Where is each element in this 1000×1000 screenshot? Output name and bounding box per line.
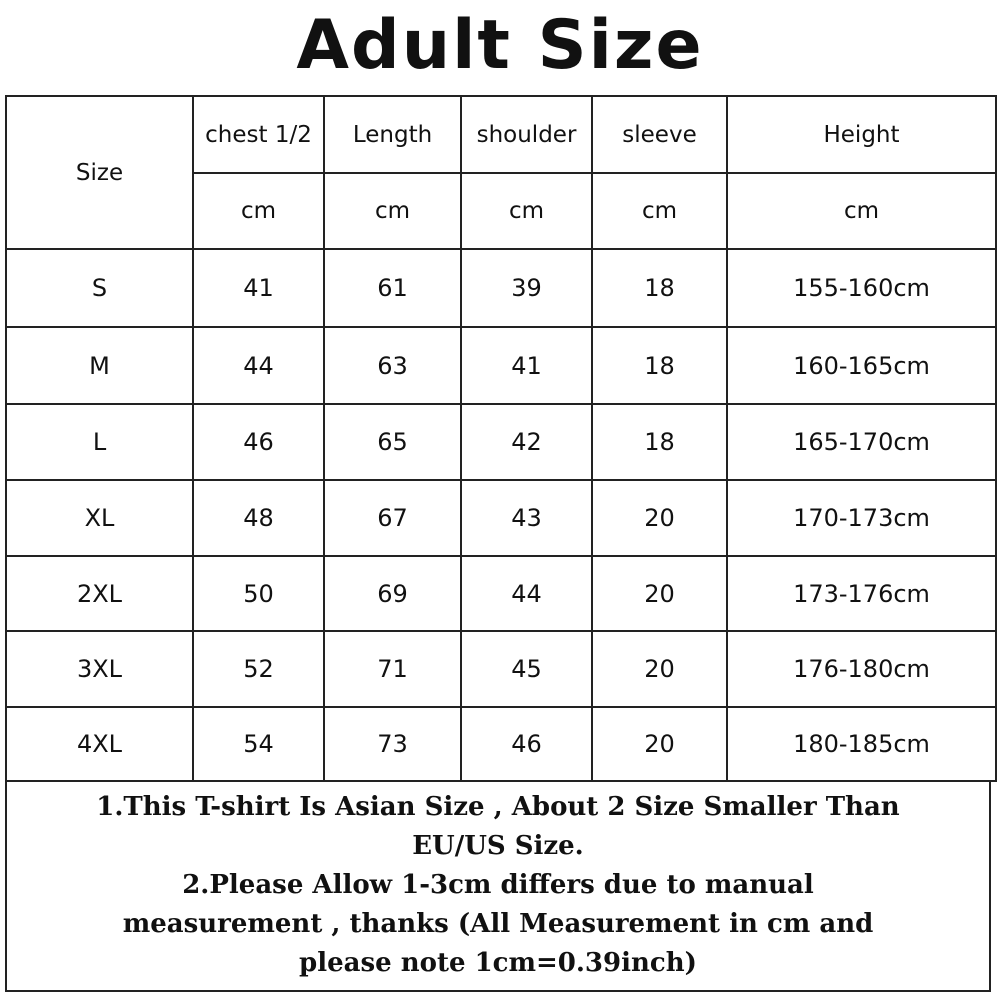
value-cell: 44 <box>192 326 325 405</box>
value-cell: 65 <box>323 403 462 481</box>
value-cell: 43 <box>460 479 593 557</box>
size-cell: 3XL <box>5 630 194 708</box>
value-cell: 44 <box>460 555 593 632</box>
size-cell: S <box>5 248 194 328</box>
note-line: 2.Please Allow 1-3cm differs due to manu… <box>182 870 814 900</box>
size-cell: L <box>5 403 194 481</box>
size-cell: XL <box>5 479 194 557</box>
value-cell: 69 <box>323 555 462 632</box>
value-cell: 63 <box>323 326 462 405</box>
value-cell: 45 <box>460 630 593 708</box>
value-cell: 41 <box>460 326 593 405</box>
notes-box: 1.This T-shirt Is Asian Size , About 2 S… <box>5 780 991 992</box>
value-cell: 176-180cm <box>726 630 997 708</box>
table-row: M 44 63 41 18 160-165cm <box>5 326 997 405</box>
column-header: sleeve <box>591 95 728 174</box>
unit-cell: cm <box>192 172 325 250</box>
unit-cell: cm <box>460 172 593 250</box>
header-row: Size chest 1/2 Length shoulder sleeve He… <box>5 95 997 250</box>
value-cell: 46 <box>192 403 325 481</box>
table-row: 3XL 52 71 45 20 176-180cm <box>5 630 997 708</box>
unit-cell: cm <box>591 172 728 250</box>
value-cell: 20 <box>591 555 728 632</box>
table-row: 4XL 54 73 46 20 180-185cm <box>5 706 997 782</box>
note-line: EU/US Size. <box>412 831 584 861</box>
column-header: shoulder <box>460 95 593 174</box>
size-cell: M <box>5 326 194 405</box>
size-chart-table: Size chest 1/2 Length shoulder sleeve He… <box>5 95 997 782</box>
value-cell: 52 <box>192 630 325 708</box>
size-cell: 4XL <box>5 706 194 782</box>
value-cell: 67 <box>323 479 462 557</box>
unit-cell: cm <box>323 172 462 250</box>
column-header: Length <box>323 95 462 174</box>
value-cell: 20 <box>591 706 728 782</box>
value-cell: 46 <box>460 706 593 782</box>
column-header: chest 1/2 <box>192 95 325 174</box>
value-cell: 165-170cm <box>726 403 997 481</box>
page-title: Adult Size <box>296 6 704 85</box>
value-cell: 180-185cm <box>726 706 997 782</box>
note-line: 1.This T-shirt Is Asian Size , About 2 S… <box>96 792 900 822</box>
table-row: XL 48 67 43 20 170-173cm <box>5 479 997 557</box>
value-cell: 54 <box>192 706 325 782</box>
column-header: Height <box>726 95 997 174</box>
value-cell: 61 <box>323 248 462 328</box>
value-cell: 173-176cm <box>726 555 997 632</box>
value-cell: 20 <box>591 630 728 708</box>
note-line: measurement , thanks (All Measurement in… <box>122 909 874 939</box>
value-cell: 18 <box>591 326 728 405</box>
table-row: L 46 65 42 18 165-170cm <box>5 403 997 481</box>
note-line: please note 1cm=0.39inch) <box>299 948 697 978</box>
table-row: S 41 61 39 18 155-160cm <box>5 248 997 328</box>
unit-cell: cm <box>726 172 997 250</box>
value-cell: 48 <box>192 479 325 557</box>
value-cell: 71 <box>323 630 462 708</box>
value-cell: 39 <box>460 248 593 328</box>
size-header: Size <box>5 95 194 250</box>
value-cell: 155-160cm <box>726 248 997 328</box>
value-cell: 170-173cm <box>726 479 997 557</box>
value-cell: 20 <box>591 479 728 557</box>
unit-row: cm cm cm cm cm <box>6 172 997 250</box>
value-cell: 50 <box>192 555 325 632</box>
value-cell: 18 <box>591 403 728 481</box>
table-row: 2XL 50 69 44 20 173-176cm <box>5 555 997 632</box>
size-cell: 2XL <box>5 555 194 632</box>
value-cell: 41 <box>192 248 325 328</box>
value-cell: 73 <box>323 706 462 782</box>
value-cell: 18 <box>591 248 728 328</box>
value-cell: 42 <box>460 403 593 481</box>
value-cell: 160-165cm <box>726 326 997 405</box>
